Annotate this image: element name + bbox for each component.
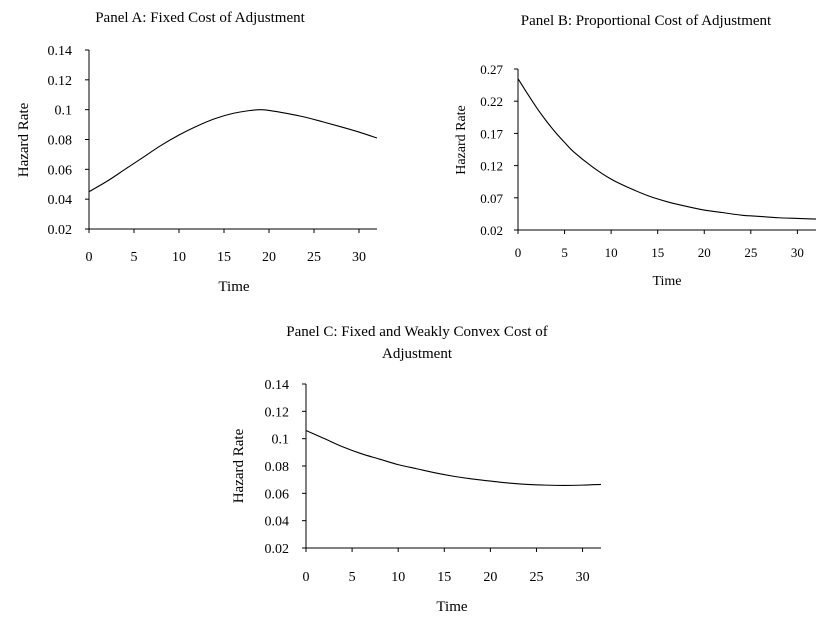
hazard-rate-line	[305, 429, 602, 486]
y-tick-label: 0.22	[480, 94, 503, 109]
panel-a-y-ticks: 0.02 0.04 0.06 0.08 0.1 0.12 0.14	[48, 44, 89, 238]
y-tick-label: 0.02	[48, 223, 73, 238]
y-tick-label: 0.12	[48, 74, 73, 89]
y-tick-label: 0.02	[265, 542, 290, 557]
panel-c-x-axis-label: Time	[436, 599, 467, 615]
panel-c-y-axis-label: Hazard Rate	[231, 428, 247, 503]
x-tick-label: 30	[352, 250, 366, 265]
y-tick-label: 0.27	[480, 62, 503, 77]
x-tick-label: 10	[605, 245, 618, 260]
panel-a-y-axis-label: Hazard Rate	[16, 102, 32, 177]
panel-c-y-ticks: 0.02 0.04 0.06 0.08 0.1 0.12 0.14	[265, 378, 306, 557]
y-tick-label: 0.02	[480, 223, 503, 238]
panel-c-axes	[305, 384, 601, 549]
y-tick-label: 0.06	[265, 487, 290, 502]
panel-b-series	[517, 78, 817, 220]
panel-c: Panel C: Fixed and Weakly Convex Cost of…	[231, 324, 602, 615]
panel-a-x-axis-label: Time	[218, 279, 249, 295]
x-tick-label: 0	[515, 245, 522, 260]
y-tick-label: 0.04	[48, 193, 73, 208]
panel-c-series	[305, 429, 602, 486]
x-tick-label: 5	[131, 250, 138, 265]
panel-b-y-ticks: 0.02 0.07 0.12 0.17 0.22 0.27	[480, 62, 518, 238]
x-tick-label: 20	[262, 250, 276, 265]
panel-b: Panel B: Proportional Cost of Adjustment…	[454, 13, 817, 289]
panel-b-x-axis-label: Time	[652, 274, 681, 289]
x-tick-label: 5	[561, 245, 568, 260]
y-tick-label: 0.14	[265, 378, 290, 393]
y-tick-label: 0.12	[480, 159, 503, 174]
panel-a-title: Panel A: Fixed Cost of Adjustment	[95, 10, 305, 26]
x-tick-label: 30	[576, 570, 590, 585]
y-tick-label: 0.14	[48, 44, 73, 59]
x-tick-label: 25	[307, 250, 321, 265]
x-tick-label: 15	[217, 250, 231, 265]
panel-b-x-ticks: 0 5 10 15 20 25 30	[515, 230, 804, 260]
x-tick-label: 0	[86, 250, 93, 265]
hazard-rate-line	[517, 78, 817, 220]
x-tick-label: 25	[529, 570, 543, 585]
x-tick-label: 0	[303, 570, 310, 585]
panel-a-series	[88, 109, 378, 193]
panel-c-x-ticks: 0 5 10 15 20 25 30	[303, 548, 590, 585]
y-tick-label: 0.12	[265, 405, 290, 420]
y-tick-label: 0.04	[265, 515, 290, 530]
panel-a-x-ticks: 0 5 10 15 20 25 30	[86, 229, 366, 265]
panel-a-axes	[88, 50, 377, 230]
panel-b-title: Panel B: Proportional Cost of Adjustment	[521, 13, 772, 29]
y-tick-label: 0.1	[272, 433, 290, 448]
y-tick-label: 0.08	[265, 460, 290, 475]
y-tick-label: 0.17	[480, 126, 503, 141]
hazard-rate-line	[88, 109, 378, 193]
x-tick-label: 15	[651, 245, 664, 260]
y-tick-label: 0.06	[48, 163, 73, 178]
y-tick-label: 0.07	[480, 191, 503, 206]
x-tick-label: 10	[172, 250, 186, 265]
y-tick-label: 0.1	[55, 104, 73, 119]
x-tick-label: 30	[791, 245, 804, 260]
x-tick-label: 15	[437, 570, 451, 585]
panel-a: Panel A: Fixed Cost of Adjustment Hazard…	[16, 10, 378, 295]
panel-b-y-axis-label: Hazard Rate	[454, 105, 469, 175]
x-tick-label: 5	[349, 570, 356, 585]
x-tick-label: 10	[391, 570, 405, 585]
x-tick-label: 25	[744, 245, 757, 260]
panel-b-axes	[517, 69, 816, 231]
x-tick-label: 20	[483, 570, 497, 585]
y-tick-label: 0.08	[48, 134, 73, 149]
x-tick-label: 20	[698, 245, 711, 260]
panel-c-title: Panel C: Fixed and Weakly Convex Cost of…	[286, 324, 547, 362]
